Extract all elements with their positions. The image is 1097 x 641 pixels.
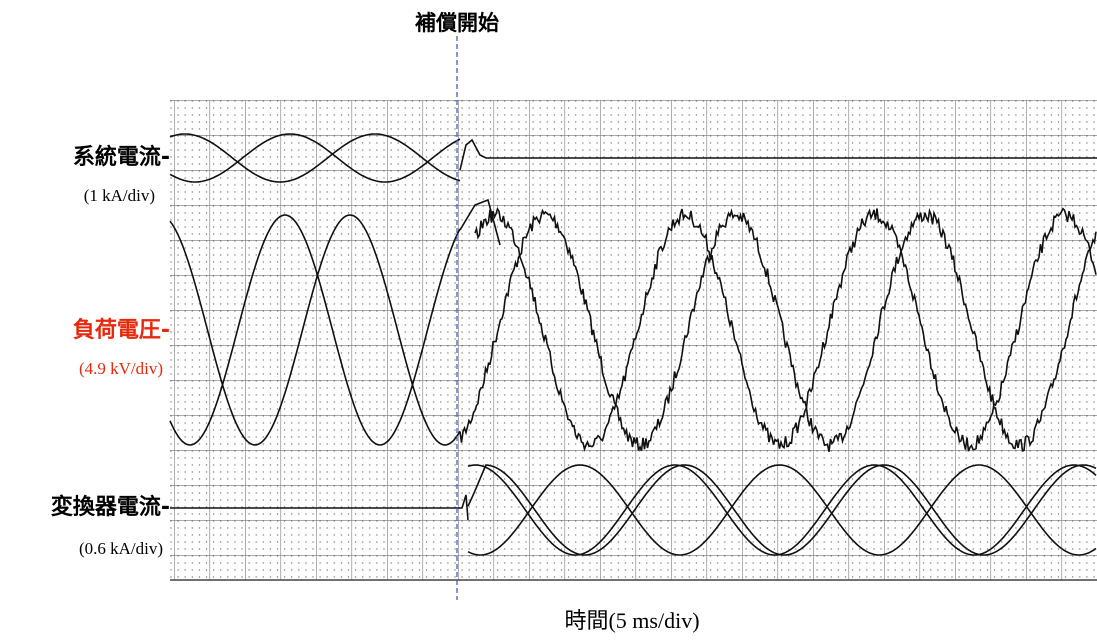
start-label: 補償開始 [414,11,499,35]
trace-scale: (0.6 kA/div) [79,539,163,558]
trace-label: 系統電流- [73,144,170,170]
trace-scale: (1 kA/div) [84,186,155,205]
figure: 補償開始 系統電流- (1 kA/div) 負荷電圧- (4.9 kV/div)… [0,0,1097,641]
trace-label: 変換器電流- [51,494,170,520]
trace-scale: (4.9 kV/div) [79,359,163,378]
trace-label: 負荷電圧- [73,317,170,343]
x-axis-label: 時間(5 ms/div) [564,608,699,633]
